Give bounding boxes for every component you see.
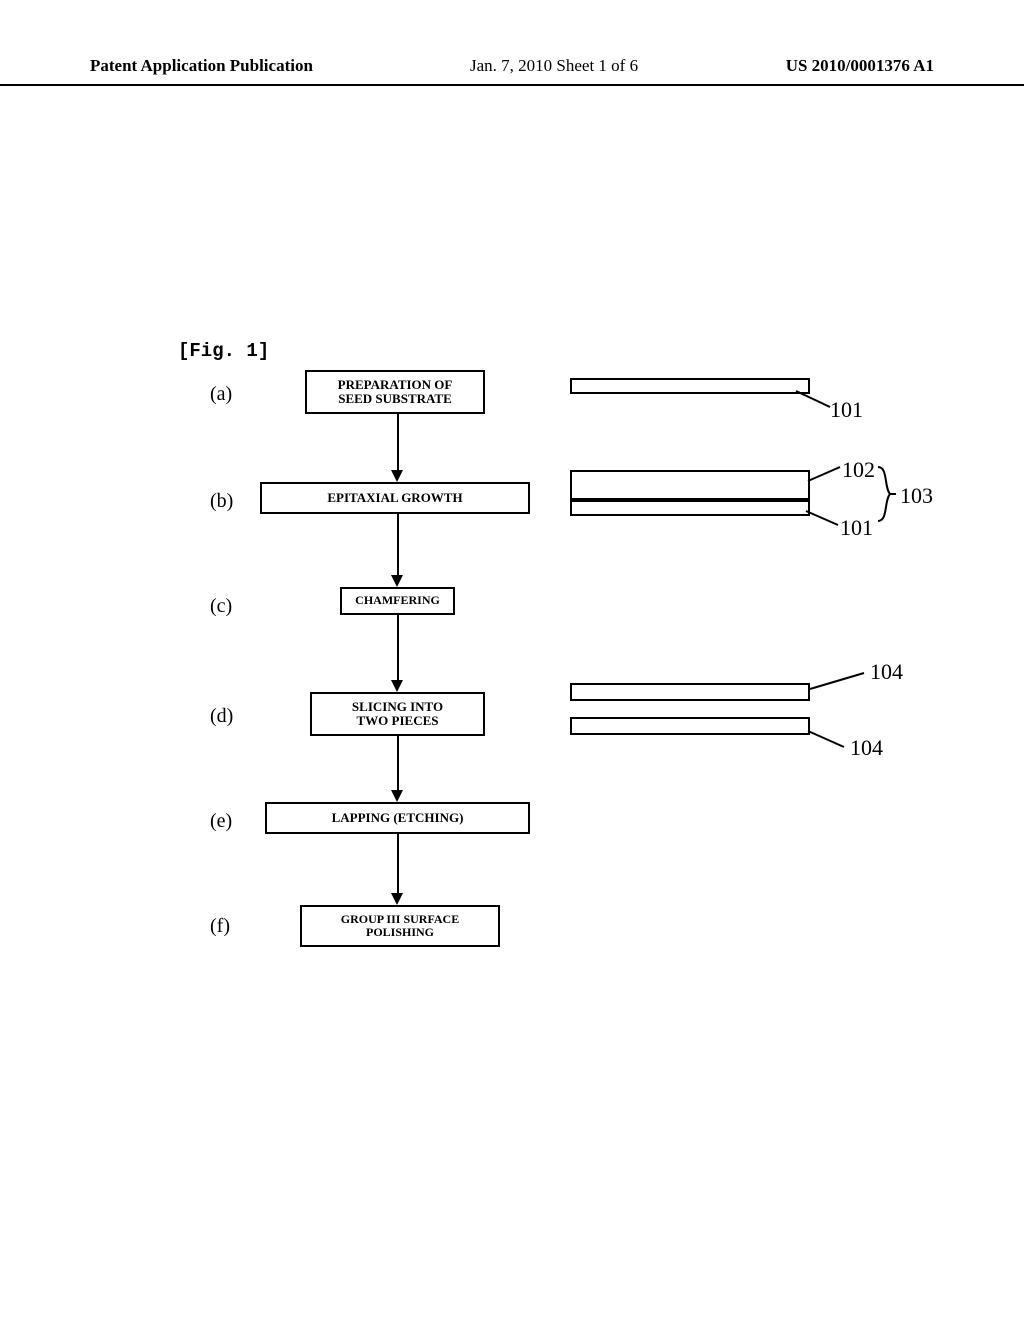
brace-icon — [874, 465, 898, 523]
ref-101-b: 101 — [840, 515, 873, 541]
header-right: US 2010/0001376 A1 — [786, 56, 934, 76]
page: Patent Application Publication Jan. 7, 2… — [0, 0, 1024, 1320]
figure-1-diagram: (a) (b) (c) (d) (e) (f) PREPARATION OF S… — [150, 365, 910, 1065]
flow-arrow — [397, 736, 399, 790]
flow-arrow — [397, 615, 399, 680]
ref-102: 102 — [842, 457, 875, 483]
step-letter-d: (d) — [210, 705, 233, 728]
step-letter-e: (e) — [210, 810, 232, 833]
step-letter-f: (f) — [210, 915, 230, 938]
arrow-head-icon — [391, 680, 403, 692]
epi-substrate-101 — [570, 500, 810, 516]
substrate-slab-a — [570, 378, 810, 394]
figure-label: [Fig. 1] — [178, 340, 269, 362]
step-box-b: EPITAXIAL GROWTH — [260, 482, 530, 514]
leader-line — [800, 461, 848, 485]
ref-103: 103 — [900, 483, 933, 509]
flow-arrow — [397, 414, 399, 470]
arrow-head-icon — [391, 575, 403, 587]
step-box-label: GROUP III SURFACE POLISHING — [341, 913, 459, 939]
arrow-head-icon — [391, 790, 403, 802]
step-letter-c: (c) — [210, 595, 232, 618]
step-letter-a: (a) — [210, 383, 232, 406]
leader-line — [802, 667, 872, 693]
step-box-f: GROUP III SURFACE POLISHING — [300, 905, 500, 947]
page-header: Patent Application Publication Jan. 7, 2… — [0, 56, 1024, 86]
header-center: Jan. 7, 2010 Sheet 1 of 6 — [470, 56, 638, 76]
flow-arrow — [397, 514, 399, 575]
step-box-d: SLICING INTO TWO PIECES — [310, 692, 485, 736]
step-box-e: LAPPING (ETCHING) — [265, 802, 530, 834]
leader-line — [800, 725, 852, 751]
step-box-a: PREPARATION OF SEED SUBSTRATE — [305, 370, 485, 414]
arrow-head-icon — [391, 893, 403, 905]
slice-bot-104 — [570, 717, 810, 735]
ref-104-b: 104 — [850, 735, 883, 761]
leader-line — [798, 505, 846, 531]
step-box-label: LAPPING (ETCHING) — [332, 811, 464, 825]
step-box-label: CHAMFERING — [355, 594, 440, 607]
ref-104-a: 104 — [870, 659, 903, 685]
epi-layer-102 — [570, 470, 810, 500]
step-box-label: SLICING INTO TWO PIECES — [352, 700, 443, 729]
flow-arrow — [397, 834, 399, 893]
ref-101-a: 101 — [830, 397, 863, 423]
step-box-label: PREPARATION OF SEED SUBSTRATE — [338, 378, 453, 407]
step-box-label: EPITAXIAL GROWTH — [327, 491, 462, 505]
header-left: Patent Application Publication — [90, 56, 313, 76]
step-box-c: CHAMFERING — [340, 587, 455, 615]
arrow-head-icon — [391, 470, 403, 482]
slice-top-104 — [570, 683, 810, 701]
step-letter-b: (b) — [210, 490, 233, 513]
